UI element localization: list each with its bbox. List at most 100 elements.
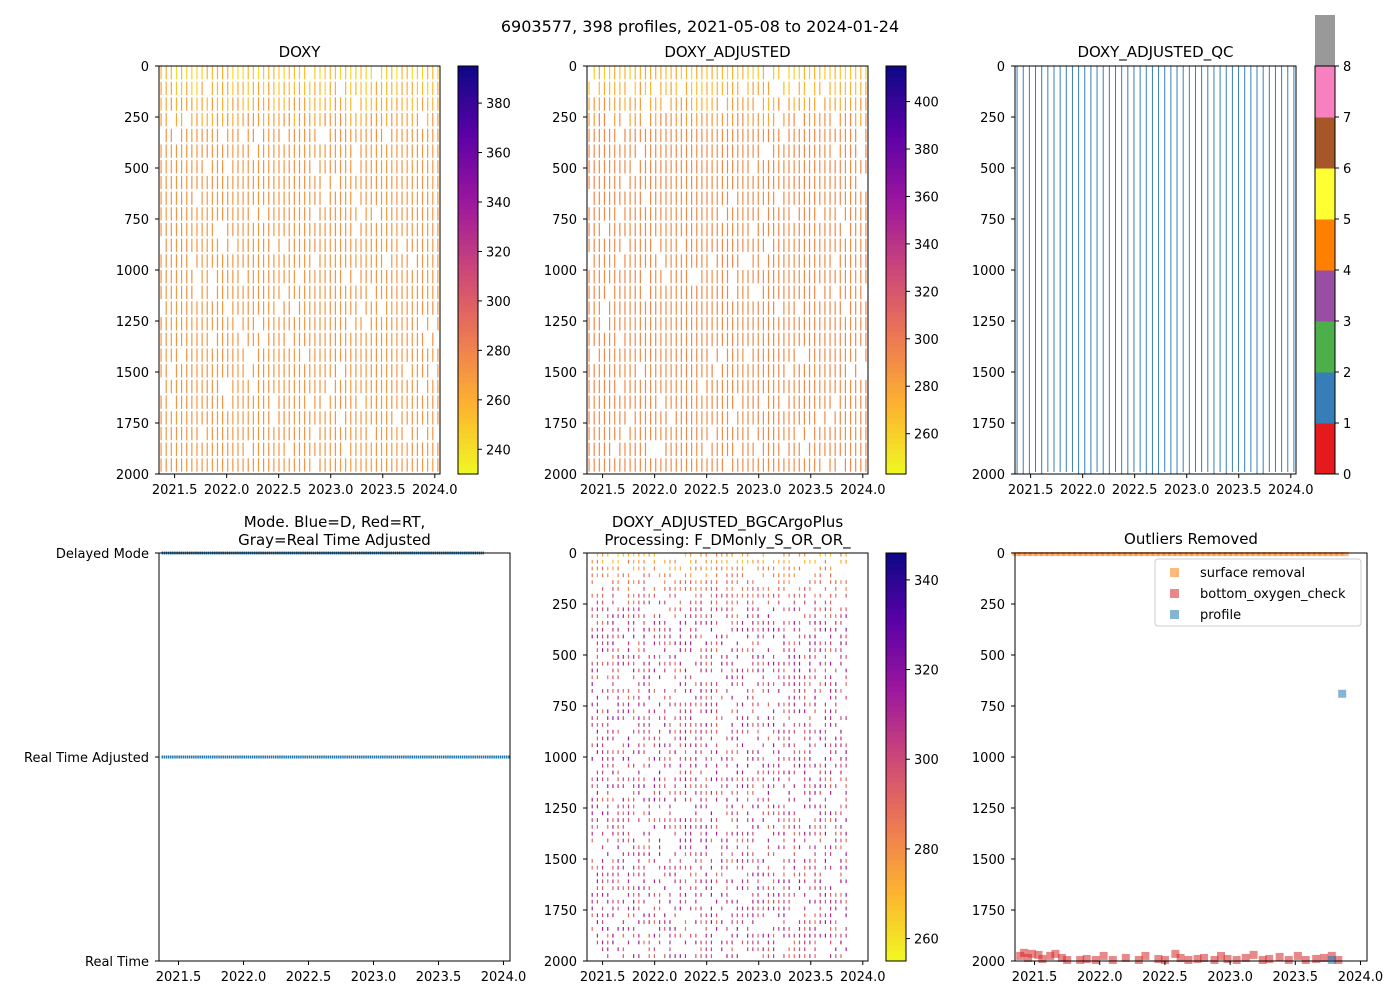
y-tick-label: 2000 bbox=[544, 955, 577, 970]
colorbar-tick-label: 5 bbox=[1343, 213, 1351, 228]
colorbar-band bbox=[886, 178, 906, 184]
y-tick-label: 1000 bbox=[972, 264, 1005, 279]
x-tick-label: 2022.0 bbox=[204, 483, 250, 498]
colorbar-band bbox=[886, 315, 906, 322]
x-tick-label: 2023.0 bbox=[308, 483, 354, 498]
colorbar-band bbox=[458, 203, 478, 210]
colorbar-band bbox=[886, 843, 906, 850]
colorbar-band bbox=[458, 423, 478, 429]
colorbar-band bbox=[886, 295, 906, 302]
colorbar-band bbox=[886, 234, 906, 240]
colorbar-band bbox=[886, 168, 906, 174]
colorbar-band bbox=[458, 81, 478, 87]
colorbar-band bbox=[458, 341, 478, 348]
colorbar-band bbox=[886, 336, 906, 342]
colorbar-tick-label: 280 bbox=[914, 380, 939, 395]
colorbar-band bbox=[458, 310, 478, 317]
colorbar-tick-label: 260 bbox=[914, 428, 939, 443]
x-tick-label: 2023.0 bbox=[736, 970, 782, 985]
colorbar-band bbox=[886, 808, 906, 814]
colorbar: 240 260 280 300 320 340 360 380 bbox=[457, 65, 511, 475]
colorbar-band bbox=[458, 183, 478, 189]
y-tick-label: 2000 bbox=[544, 468, 577, 483]
panel-title: DOXY_ADJUSTED_QC bbox=[1077, 43, 1233, 62]
colorbar-frame bbox=[885, 65, 907, 475]
colorbar-band bbox=[458, 366, 478, 373]
y-tick-label: 1500 bbox=[544, 366, 577, 381]
colorbar-band bbox=[886, 438, 906, 444]
colorbar-band bbox=[458, 382, 478, 388]
y-tick-label: 1500 bbox=[972, 366, 1005, 381]
panel-title: DOXY_ADJUSTED bbox=[664, 43, 790, 62]
colorbar-tick-label: 7 bbox=[1343, 111, 1351, 126]
x-tick-label: 2021.5 bbox=[156, 970, 202, 985]
colorbar-band bbox=[886, 904, 906, 911]
colorbar-band bbox=[886, 915, 906, 921]
colorbar-band bbox=[886, 458, 906, 465]
colorbar-band bbox=[458, 234, 478, 240]
colorbar-band bbox=[886, 239, 906, 246]
colorbar-band bbox=[886, 894, 906, 901]
colorbar-band bbox=[886, 280, 906, 286]
panel-doxy_adjusted_qc: DOXY_ADJUSTED_QC 2021.5 2022.0 2022.5 2023.0… bbox=[972, 15, 1351, 498]
colorbar-band bbox=[458, 372, 478, 378]
colorbar-band bbox=[886, 66, 906, 72]
colorbar-band bbox=[458, 351, 478, 358]
colorbar-band bbox=[886, 162, 906, 169]
y-tick-label: 1000 bbox=[544, 751, 577, 766]
colorbar-band bbox=[886, 417, 906, 424]
x-tick-label: 2021.5 bbox=[580, 483, 626, 498]
colorbar-band bbox=[458, 305, 478, 312]
colorbar-band bbox=[458, 259, 478, 266]
colorbar-band bbox=[886, 341, 906, 348]
y-tick-label: Real Time Adjusted bbox=[24, 751, 149, 766]
colorbar-band bbox=[886, 833, 906, 840]
colorbar-band bbox=[458, 458, 478, 465]
x-tick-label: 2023.5 bbox=[788, 483, 834, 498]
y-tick-label: 1250 bbox=[972, 315, 1005, 330]
colorbar-band bbox=[886, 264, 906, 271]
colorbar-band bbox=[886, 828, 906, 835]
colorbar-band bbox=[458, 239, 478, 246]
colorbar-tick-label: 320 bbox=[486, 245, 511, 260]
colorbar-band bbox=[458, 224, 478, 230]
colorbar-band bbox=[458, 326, 478, 332]
colorbar-band bbox=[458, 168, 478, 174]
y-tick-label: 0 bbox=[569, 547, 577, 562]
colorbar-band bbox=[1315, 168, 1335, 220]
colorbar-band bbox=[458, 270, 478, 276]
y-tick-label: 750 bbox=[124, 213, 149, 228]
colorbar-band bbox=[458, 127, 478, 133]
colorbar-band bbox=[886, 838, 906, 845]
colorbar-band bbox=[886, 101, 906, 108]
x-tick-label: 2023.0 bbox=[1164, 483, 1210, 498]
panel-mode: Mode. Blue=D, Red=RT,Gray=Real Time Adju… bbox=[24, 513, 526, 985]
x-tick-label: 2023.5 bbox=[1216, 483, 1262, 498]
colorbar-tick-label: 280 bbox=[486, 344, 511, 359]
colorbar-band bbox=[458, 377, 478, 383]
colorbar-band bbox=[886, 285, 906, 291]
colorbar-band bbox=[458, 356, 478, 363]
colorbar-band bbox=[886, 463, 906, 470]
colorbar-band bbox=[886, 423, 906, 429]
y-tick-label: 500 bbox=[124, 162, 149, 177]
x-tick-label: 2021.5 bbox=[580, 970, 626, 985]
colorbar-band bbox=[458, 178, 478, 184]
x-tick-label: 2022.0 bbox=[632, 970, 678, 985]
colorbar-band bbox=[458, 275, 478, 281]
colorbar-band bbox=[886, 950, 906, 957]
x-tick-label: 2022.5 bbox=[1112, 483, 1158, 498]
y-tick-label: 0 bbox=[997, 60, 1005, 75]
x-tick-label: 2022.0 bbox=[632, 483, 678, 498]
colorbar-band bbox=[886, 402, 906, 409]
colorbar-band bbox=[886, 219, 906, 225]
x-tick-label: 2024.0 bbox=[1268, 483, 1314, 498]
colorbar-tick-label: 3 bbox=[1343, 315, 1351, 330]
colorbar-band bbox=[458, 157, 478, 164]
y-tick-label: 750 bbox=[552, 700, 577, 715]
colorbar-band bbox=[886, 407, 906, 414]
colorbar-band bbox=[886, 137, 906, 144]
colorbar-band bbox=[458, 162, 478, 169]
panel-title: Processing: F_DMonly_S_OR_OR_ bbox=[604, 531, 851, 550]
y-tick-label: 0 bbox=[569, 60, 577, 75]
